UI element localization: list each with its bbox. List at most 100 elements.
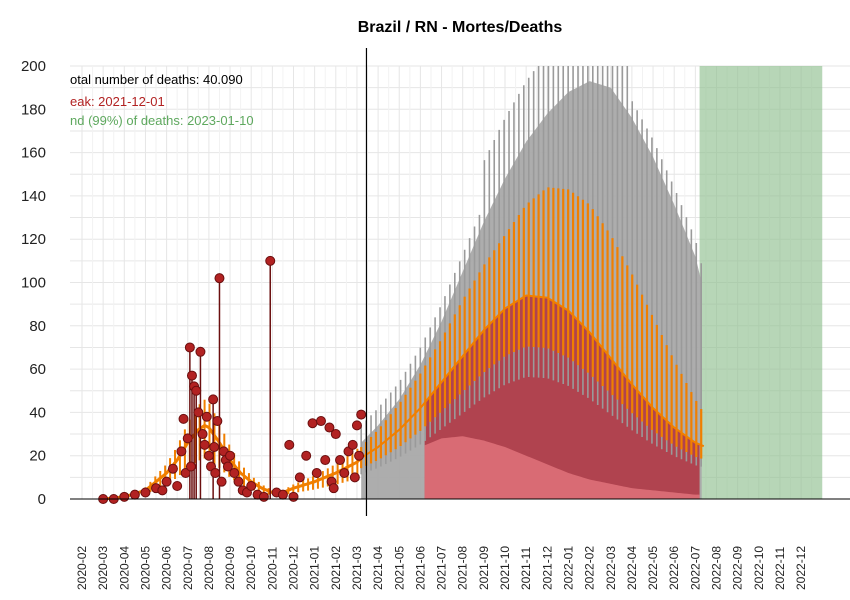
axes xyxy=(70,48,850,516)
observed-point xyxy=(288,491,299,502)
y-tick-label: 60 xyxy=(29,361,46,378)
x-tick-label: 2020-11 xyxy=(265,547,279,590)
observed-point xyxy=(216,476,227,487)
x-tick-label: 2021-09 xyxy=(477,546,491,590)
y-tick-label: 160 xyxy=(21,145,46,162)
y-tick-labels: 0 20 40 60 80 100 120 140 160 180 200 xyxy=(21,58,46,508)
observed-point xyxy=(335,455,346,466)
observed-point xyxy=(161,476,172,487)
observed-point xyxy=(140,487,151,498)
observed-point xyxy=(182,433,193,444)
x-tick-label: 2021-03 xyxy=(350,546,364,590)
observed-point xyxy=(225,450,236,461)
x-tick-label: 2021-07 xyxy=(435,546,449,590)
x-tick-label: 2020-02 xyxy=(75,546,89,590)
observed-point xyxy=(186,370,197,381)
observed-point xyxy=(246,481,257,492)
x-tick-label: 2021-04 xyxy=(371,546,385,590)
observed-point xyxy=(354,450,365,461)
x-tick-label: 2021-02 xyxy=(329,546,343,590)
x-tick-label: 2020-04 xyxy=(117,546,131,590)
y-tick-label: 120 xyxy=(21,231,46,248)
observed-point xyxy=(203,450,214,461)
x-tick-label: 2020-05 xyxy=(138,546,152,590)
projection-mean-line xyxy=(360,294,705,459)
observed-point xyxy=(180,468,191,479)
observed-point xyxy=(307,418,318,429)
x-tick-label: 2020-07 xyxy=(181,546,195,590)
y-tick-label: 20 xyxy=(29,448,46,465)
y-tick-label: 140 xyxy=(21,188,46,205)
y-tick-label: 100 xyxy=(21,275,46,292)
observed-point xyxy=(212,416,223,427)
observed-point xyxy=(184,342,195,353)
observed-point xyxy=(178,413,189,424)
x-tick-label: 2022-05 xyxy=(646,546,660,590)
x-tick-label: 2022-04 xyxy=(625,546,639,590)
x-tick-label: 2022-12 xyxy=(794,546,808,590)
x-tick-label: 2022-07 xyxy=(688,546,702,590)
observed-point xyxy=(193,407,204,418)
x-tick-label: 2020-09 xyxy=(223,546,237,590)
observed-point xyxy=(356,409,367,420)
observed-point xyxy=(195,346,206,357)
observed-point xyxy=(328,483,339,494)
x-tick-label: 2020-12 xyxy=(287,546,301,590)
y-tick-label: 40 xyxy=(29,404,46,421)
observed-point xyxy=(265,255,276,266)
observed-point xyxy=(199,439,210,450)
observed-point xyxy=(214,273,225,284)
observed-point xyxy=(176,446,187,457)
observed-point xyxy=(191,385,202,396)
x-tick-label: 2021-10 xyxy=(498,546,512,590)
observed-point xyxy=(129,489,140,500)
peak-annotation: eak: 2021-12-01 xyxy=(70,94,165,109)
x-tick-label: 2020-08 xyxy=(202,546,216,590)
observed-point xyxy=(210,468,221,479)
y-tick-label: 200 xyxy=(21,58,46,75)
x-tick-label: 2022-08 xyxy=(710,546,724,590)
end-of-deaths-region xyxy=(699,66,823,499)
end-annotation: nd (99%) of deaths: 2023-01-10 xyxy=(70,113,254,128)
x-tick-label: 2022-02 xyxy=(583,546,597,590)
x-tick-label: 2022-03 xyxy=(604,546,618,590)
observed-point xyxy=(201,411,212,422)
x-tick-label: 2022-10 xyxy=(752,546,766,590)
observed-point xyxy=(157,485,168,496)
spikes xyxy=(360,66,703,475)
observed-point xyxy=(284,439,295,450)
observed-point xyxy=(324,422,335,433)
observed-point xyxy=(351,420,362,431)
observed-point xyxy=(197,429,208,440)
y-tick-label: 180 xyxy=(21,101,46,118)
observed-point xyxy=(185,461,196,472)
observed-point xyxy=(294,472,305,483)
y-tick-label: 0 xyxy=(38,491,46,508)
x-tick-label: 2021-01 xyxy=(308,546,322,590)
observed-point xyxy=(277,489,288,500)
x-tick-label: 2021-08 xyxy=(456,546,470,590)
observed-point xyxy=(233,476,244,487)
observed-point xyxy=(301,450,312,461)
observed-point xyxy=(258,491,269,502)
x-tick-label: 2022-01 xyxy=(561,546,575,590)
x-tick-labels: 2020-02 2020-03 2020-04 2020-05 2020-06 2020-… xyxy=(75,546,808,590)
chart-title: Brazil / RN - Mortes/Deaths xyxy=(358,19,563,36)
x-tick-label: 2021-11 xyxy=(519,547,533,590)
observed-point xyxy=(208,394,219,405)
x-tick-label: 2022-06 xyxy=(667,546,681,590)
x-tick-label: 2021-12 xyxy=(540,546,554,590)
observed-point xyxy=(167,463,178,474)
x-tick-label: 2020-03 xyxy=(96,546,110,590)
x-tick-label: 2020-06 xyxy=(160,546,174,590)
x-tick-label: 2022-11 xyxy=(773,547,787,590)
observed-point xyxy=(172,481,183,492)
x-tick-label: 2021-05 xyxy=(392,546,406,590)
x-tick-label: 2022-09 xyxy=(731,546,745,590)
x-tick-label: 2020-10 xyxy=(244,546,258,590)
observed-point xyxy=(339,468,350,479)
observed-point xyxy=(347,439,358,450)
observed-point xyxy=(119,491,130,502)
observed-point xyxy=(209,442,220,453)
